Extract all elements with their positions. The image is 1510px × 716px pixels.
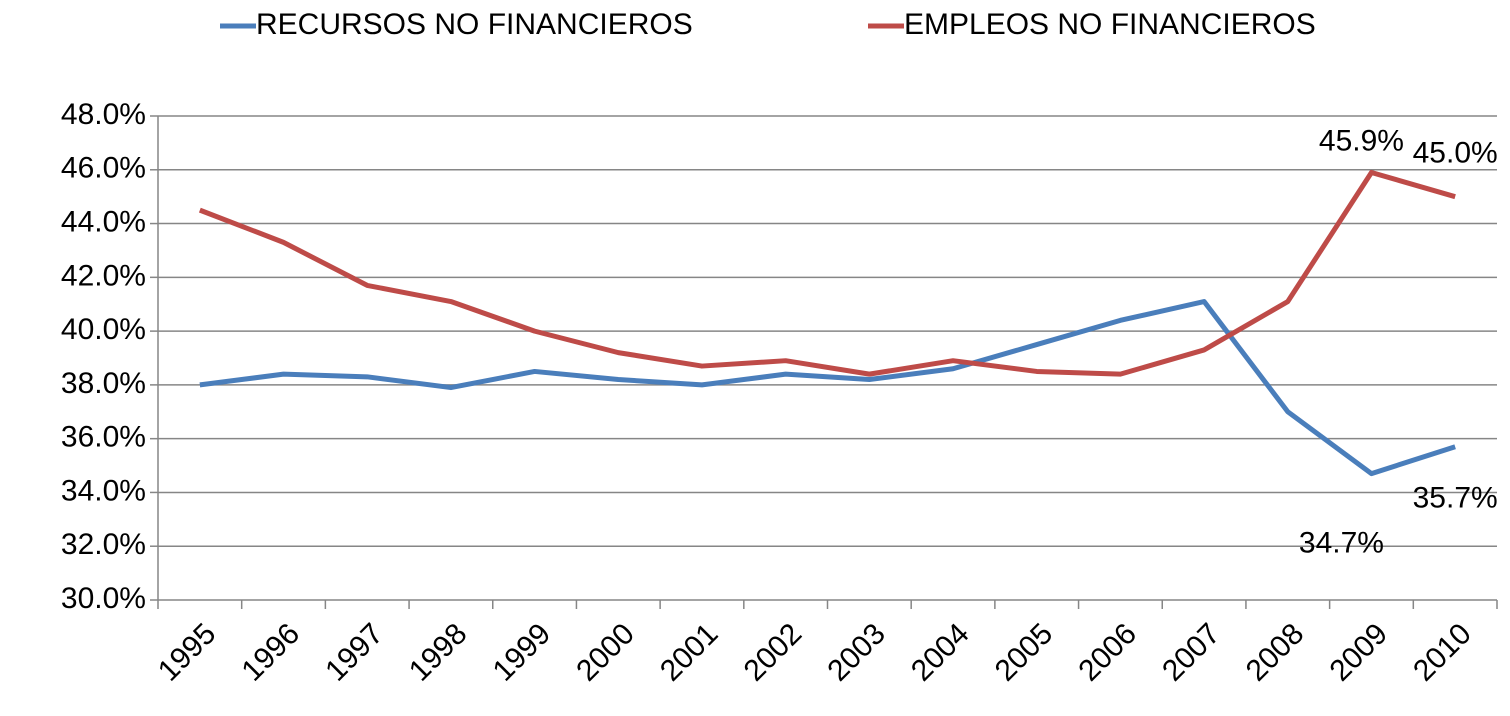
y-tick-label: 46.0% (61, 152, 146, 185)
x-tick-label: 1998 (403, 617, 474, 688)
data-label: 45.0% (1413, 137, 1498, 170)
y-tick-label: 36.0% (61, 421, 146, 454)
y-tick-label: 40.0% (61, 313, 146, 346)
x-tick-label: 2008 (1240, 617, 1311, 688)
x-tick-label: 2002 (738, 617, 809, 688)
y-tick-label: 44.0% (61, 205, 146, 238)
y-tick-label: 38.0% (61, 367, 146, 400)
x-tick-label: 2005 (989, 617, 1060, 688)
data-label: 34.7% (1299, 527, 1384, 560)
x-tick-label: 2003 (821, 617, 892, 688)
x-tick-label: 2004 (905, 617, 976, 688)
legend-label: RECURSOS NO FINANCIEROS (256, 8, 693, 41)
x-tick-label: 2007 (1156, 617, 1227, 688)
x-tick-label: 1995 (152, 617, 223, 688)
y-tick-label: 32.0% (61, 528, 146, 561)
y-tick-label: 30.0% (61, 582, 146, 615)
x-tick-label: 1999 (487, 617, 558, 688)
x-tick-label: 1997 (319, 617, 390, 688)
y-tick-label: 42.0% (61, 259, 146, 292)
x-tick-label: 2006 (1072, 617, 1143, 688)
x-tick-label: 2000 (570, 617, 641, 688)
data-label: 35.7% (1413, 482, 1498, 515)
x-tick-label: 1996 (236, 617, 307, 688)
legend-label: EMPLEOS NO FINANCIEROS (904, 8, 1316, 41)
data-label: 45.9% (1319, 124, 1404, 157)
series-line (199, 299, 1456, 477)
x-tick-label: 2010 (1407, 617, 1478, 688)
y-tick-label: 34.0% (61, 474, 146, 507)
y-tick-label: 48.0% (61, 98, 146, 131)
x-tick-label: 2009 (1323, 617, 1394, 688)
series-line (198, 169, 1456, 377)
x-tick-label: 2001 (654, 617, 725, 688)
